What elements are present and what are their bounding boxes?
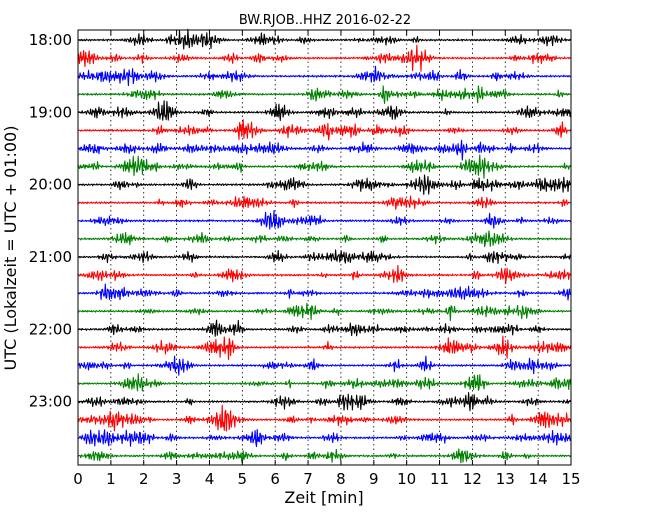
x-tick-label-11: 11 — [430, 470, 449, 488]
vertical-grid — [110, 30, 539, 465]
y-tick-label-2200: 22:00 — [29, 320, 72, 338]
y-tick-label-1900: 19:00 — [29, 103, 72, 121]
trace-2300 — [77, 392, 572, 412]
y-tick-label-2100: 21:00 — [29, 248, 72, 266]
y-tick-label-2000: 20:00 — [29, 176, 72, 194]
x-tick-label-13: 13 — [496, 470, 515, 488]
x-tick-label-5: 5 — [238, 470, 248, 488]
trace-1915 — [77, 119, 572, 141]
x-tick-label-8: 8 — [336, 470, 346, 488]
trace-2045 — [77, 230, 572, 248]
trace-1900 — [77, 100, 572, 121]
x-tick-label-4: 4 — [205, 470, 215, 488]
trace-1945 — [77, 154, 572, 179]
trace-2000 — [77, 174, 572, 195]
x-tick-label-7: 7 — [303, 470, 313, 488]
seismogram-traces — [77, 28, 572, 464]
x-tick-label-12: 12 — [463, 470, 482, 488]
chart-title: BW.RJOB..HHZ 2016-02-22 — [239, 13, 411, 28]
x-tick-label-0: 0 — [73, 470, 83, 488]
trace-2230 — [77, 355, 572, 376]
trace-2030 — [77, 210, 572, 230]
trace-1830 — [77, 65, 571, 87]
trace-1800 — [77, 28, 572, 50]
x-tick-label-1: 1 — [106, 470, 116, 488]
x-tick-label-2: 2 — [139, 470, 149, 488]
x-tick-label-6: 6 — [270, 470, 280, 488]
trace-1930 — [77, 139, 572, 161]
trace-2100 — [77, 249, 572, 265]
y-tick-label-1800: 18:00 — [29, 31, 72, 49]
trace-2245 — [77, 373, 572, 392]
trace-2315 — [77, 404, 572, 432]
trace-2330 — [77, 428, 572, 448]
y-axis-label: UTC (Lokalzeit = UTC + 01:00) — [1, 126, 20, 371]
trace-2145 — [77, 302, 572, 322]
x-tick-label-14: 14 — [529, 470, 548, 488]
x-tick-label-10: 10 — [397, 470, 416, 488]
y-axis-ticks: 18:00 19:00 20:00 21:00 22:00 23:00 — [29, 31, 571, 411]
plot-frame — [77, 29, 572, 466]
y-tick-label-2300: 23:00 — [29, 393, 72, 411]
x-axis-label: Zeit [min] — [284, 488, 363, 507]
trace-1845 — [77, 85, 571, 105]
trace-2200 — [77, 319, 572, 337]
trace-2345 — [77, 448, 572, 464]
trace-2015 — [77, 195, 572, 210]
x-tick-label-3: 3 — [172, 470, 182, 488]
trace-1815 — [77, 44, 572, 72]
trace-2130 — [77, 283, 572, 301]
trace-2115 — [77, 264, 572, 285]
x-tick-label-9: 9 — [369, 470, 379, 488]
trace-2215 — [77, 335, 572, 361]
x-tick-label-15: 15 — [561, 470, 580, 488]
x-axis-ticks: 0 1 2 3 4 5 6 7 8 9 10 11 12 13 14 15 — [73, 30, 581, 488]
